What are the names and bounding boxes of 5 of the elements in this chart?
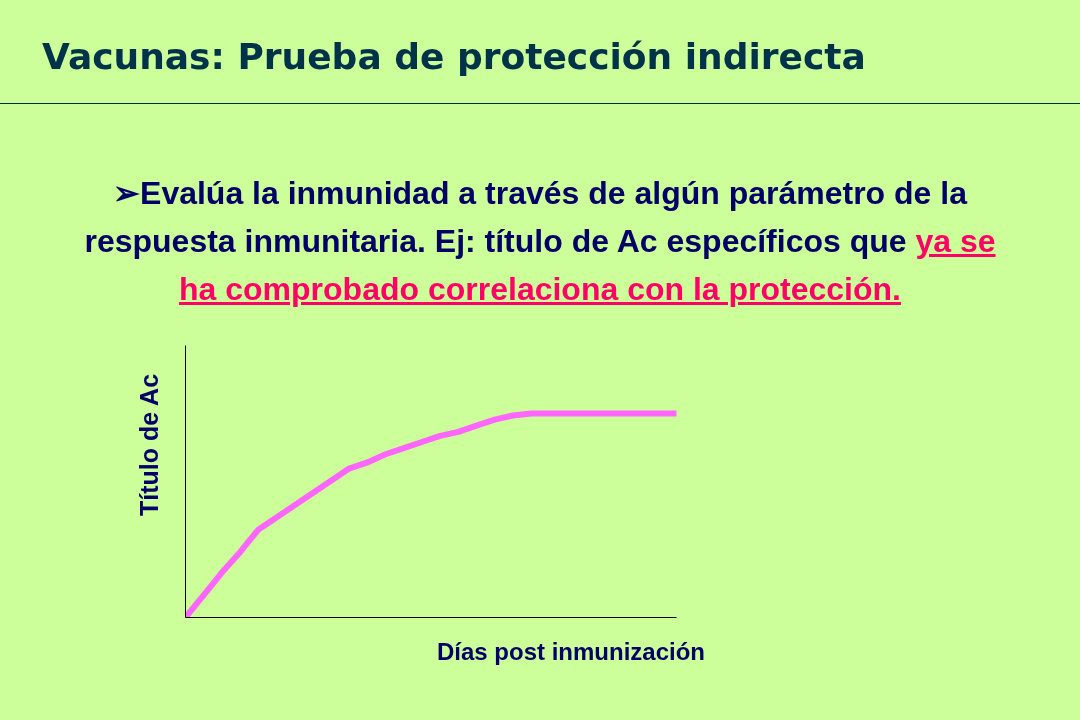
text: ha comprobado correlaciona con la protección.	[179, 270, 901, 309]
x-axis-title: Días post inmunización	[436, 636, 706, 667]
text: ya se	[915, 222, 996, 261]
y-axis-title: Título de Ac	[134, 373, 165, 517]
chart-title: Vacunas: Prueba de protección indirecta	[0, 0, 1080, 104]
